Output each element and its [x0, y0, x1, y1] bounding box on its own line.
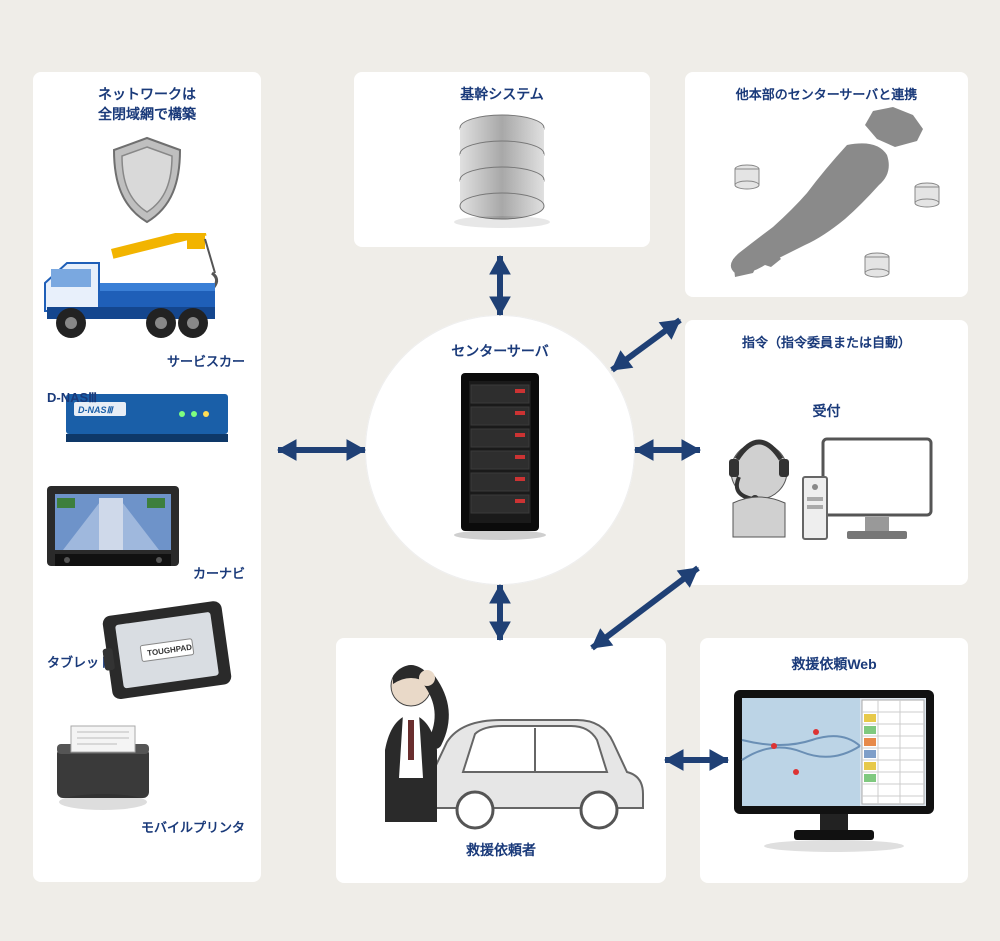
dispatch-panel: 指令（指令委員または自動） 受付 — [685, 320, 968, 585]
left-item-label-4: モバイルプリンタ — [141, 817, 245, 836]
arrow-dispatch-requester — [592, 568, 698, 648]
mobile-printer-icon — [47, 720, 167, 815]
car-navi-icon — [43, 480, 183, 580]
center-title: センターサーバ — [365, 341, 635, 361]
database-icon — [447, 110, 557, 230]
requester-person-car-icon — [351, 650, 651, 840]
arrow-head-icon — [278, 440, 296, 460]
arrow-head-icon — [490, 297, 510, 315]
arrow-head-icon — [660, 312, 686, 339]
requester-panel: 救援依頼者 — [336, 638, 666, 883]
arrow-head-icon — [347, 440, 365, 460]
web-monitor-icon — [724, 680, 944, 855]
web-title: 救援依頼Web — [710, 654, 958, 674]
center-server-circle: センターサーバ — [365, 315, 635, 585]
left-item-label-1: D-NASⅢ — [47, 390, 97, 406]
left-header-line1: ネットワークは — [43, 84, 251, 104]
core-system-title: 基幹システム — [364, 84, 640, 104]
arrow-head-icon — [635, 440, 653, 460]
dispatch-title: 指令（指令委員または自動） — [695, 332, 958, 351]
dispatch-sub: 受付 — [695, 401, 958, 421]
left-header-line2: 全閉域網で構築 — [43, 104, 251, 124]
shield-icon — [102, 132, 192, 227]
left-panel: ネットワークは 全閉域網で構築 サービスカー D-NASⅢ — [33, 72, 261, 882]
left-item-label-2: カーナビ — [193, 563, 245, 582]
tablet-icon: TOUGHPAD — [97, 591, 240, 708]
svg-text:D-NASⅢ: D-NASⅢ — [78, 405, 114, 415]
arrow-head-icon — [665, 750, 683, 770]
server-rack-icon — [445, 367, 555, 542]
arrow-head-icon — [490, 256, 510, 274]
arrow-head-icon — [490, 585, 510, 603]
left-item-label-0: サービスカー — [167, 351, 245, 370]
japan-map-icon — [697, 103, 957, 288]
tow-truck-icon — [37, 233, 227, 348]
map-title: 他本部のセンターサーバと連携 — [695, 84, 958, 103]
map-panel: 他本部のセンターサーバと連携 — [685, 72, 968, 297]
web-panel: 救援依頼Web — [700, 638, 968, 883]
requester-title: 救援依頼者 — [346, 840, 656, 860]
core-system-panel: 基幹システム — [354, 72, 650, 247]
operator-pc-icon — [707, 425, 947, 555]
